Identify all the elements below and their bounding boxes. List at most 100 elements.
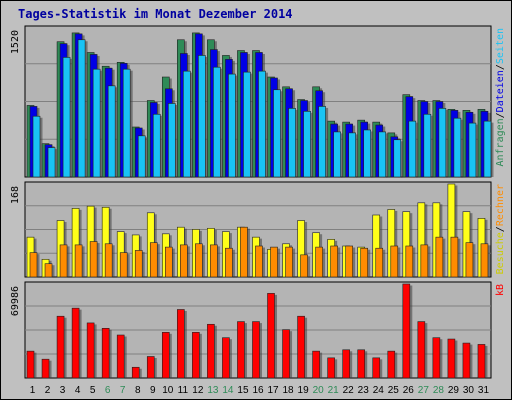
bar-seiten-day-10 bbox=[167, 103, 176, 178]
bar-kb-day-21 bbox=[327, 357, 335, 379]
x-tick-label-16: 16 bbox=[252, 385, 264, 396]
legend-top: Anfragen/Dateien/Seiten bbox=[495, 28, 506, 167]
bar-seiten-day-14 bbox=[228, 73, 236, 178]
bar-kb-day-4 bbox=[71, 307, 80, 379]
bar-rechner-day-17 bbox=[270, 246, 278, 278]
bar-kb-day-27 bbox=[417, 321, 426, 379]
bar-rechner-day-23 bbox=[360, 247, 369, 278]
bar-kb-day-24 bbox=[372, 357, 381, 379]
bar-kb-day-11 bbox=[177, 309, 185, 379]
x-tick-label-7: 7 bbox=[120, 385, 126, 396]
bar-kb-day-10 bbox=[161, 332, 170, 379]
bar-seiten-day-22 bbox=[348, 132, 356, 178]
x-tick-label-29: 29 bbox=[448, 385, 460, 396]
bar-seiten-day-30 bbox=[468, 122, 477, 178]
x-tick-label-4: 4 bbox=[75, 385, 81, 396]
y-axis-max-label-middle: 168 bbox=[10, 186, 21, 204]
bar-rechner-day-1 bbox=[29, 252, 38, 278]
bar-seiten-day-1 bbox=[32, 115, 41, 178]
bar-rechner-day-5 bbox=[89, 241, 98, 278]
bar-rechner-day-29 bbox=[450, 236, 459, 278]
bar-rechner-day-4 bbox=[74, 244, 83, 278]
bar-seiten-day-23 bbox=[363, 129, 372, 178]
bar-kb-day-19 bbox=[297, 315, 305, 379]
bar-rechner-day-21 bbox=[330, 245, 338, 278]
legend-entry: kB bbox=[495, 284, 506, 296]
bar-rechner-day-25 bbox=[390, 245, 399, 278]
bar-rechner-day-7 bbox=[119, 252, 128, 278]
bar-rechner-day-3 bbox=[59, 244, 68, 278]
bar-seiten-day-26 bbox=[408, 120, 417, 178]
bar-kb-day-1 bbox=[26, 350, 35, 379]
x-tick-label-5: 5 bbox=[90, 385, 96, 396]
bar-rechner-day-2 bbox=[44, 263, 53, 278]
x-tick-label-8: 8 bbox=[135, 385, 141, 396]
legend-entry: / bbox=[495, 112, 506, 118]
bar-rechner-day-16 bbox=[255, 245, 263, 278]
bar-rechner-day-15 bbox=[240, 226, 248, 278]
bar-kb-day-29 bbox=[447, 338, 456, 379]
x-tick-label-23: 23 bbox=[358, 385, 370, 396]
bar-seiten-day-29 bbox=[453, 117, 462, 178]
x-tick-label-27: 27 bbox=[418, 385, 430, 396]
bar-seiten-day-12 bbox=[198, 55, 206, 178]
bar-seiten-day-17 bbox=[273, 89, 281, 178]
legend-entry: Dateien bbox=[495, 70, 506, 112]
bar-seiten-day-4 bbox=[77, 39, 86, 178]
x-tick-label-24: 24 bbox=[373, 385, 385, 396]
x-tick-label-22: 22 bbox=[343, 385, 355, 396]
bar-rechner-day-30 bbox=[465, 242, 474, 278]
bar-rechner-day-18 bbox=[285, 246, 293, 278]
bar-rechner-day-10 bbox=[164, 246, 173, 278]
bar-rechner-day-9 bbox=[149, 242, 158, 278]
bar-kb-day-16 bbox=[252, 321, 260, 379]
bar-kb-day-30 bbox=[462, 342, 471, 379]
bar-seiten-day-28 bbox=[438, 108, 447, 178]
legend-middle: Besuche/Rechner bbox=[495, 184, 506, 274]
bar-rechner-day-22 bbox=[345, 245, 353, 278]
bar-kb-day-18 bbox=[282, 329, 290, 379]
x-tick-label-3: 3 bbox=[60, 385, 66, 396]
bar-rechner-day-27 bbox=[420, 244, 429, 278]
legend-entry: Besuche bbox=[495, 232, 506, 274]
x-tick-label-14: 14 bbox=[222, 385, 234, 396]
bar-kb-day-25 bbox=[387, 350, 396, 379]
bar-kb-day-6 bbox=[101, 328, 110, 379]
bar-rechner-day-19 bbox=[300, 254, 308, 278]
legend-entry: / bbox=[495, 226, 506, 232]
y-axis-max-label-top: 1520 bbox=[10, 30, 21, 54]
legend-bottom: kB bbox=[495, 284, 506, 296]
bar-rechner-day-12 bbox=[195, 243, 203, 278]
bar-kb-day-22 bbox=[342, 349, 350, 379]
bar-seiten-day-21 bbox=[333, 131, 341, 178]
bar-rechner-day-14 bbox=[225, 247, 233, 278]
x-tick-label-1: 1 bbox=[30, 385, 36, 396]
bar-seiten-day-16 bbox=[258, 70, 266, 178]
x-tick-label-26: 26 bbox=[403, 385, 415, 396]
bar-kb-day-8 bbox=[131, 366, 140, 379]
bar-rechner-day-31 bbox=[480, 243, 489, 278]
bar-seiten-day-6 bbox=[107, 85, 116, 178]
bar-kb-day-23 bbox=[357, 349, 366, 379]
legend-entry: Anfragen bbox=[495, 118, 506, 166]
x-tick-label-31: 31 bbox=[478, 385, 490, 396]
bar-rechner-day-11 bbox=[180, 244, 188, 278]
bar-kb-day-2 bbox=[41, 358, 50, 379]
bar-rechner-day-20 bbox=[315, 246, 323, 278]
bar-rechner-day-13 bbox=[210, 244, 218, 278]
x-tick-label-10: 10 bbox=[162, 385, 174, 396]
bar-kb-day-26 bbox=[402, 283, 411, 379]
bar-seiten-day-9 bbox=[152, 113, 161, 178]
bar-kb-day-12 bbox=[192, 332, 200, 379]
bar-kb-day-9 bbox=[146, 356, 155, 379]
y-axis-max-label-bottom: 69986 bbox=[10, 286, 21, 316]
bar-kb-day-3 bbox=[56, 315, 65, 379]
bar-seiten-day-11 bbox=[183, 70, 191, 178]
bar-rechner-day-24 bbox=[375, 247, 384, 278]
bar-seiten-day-15 bbox=[243, 71, 251, 178]
x-tick-label-19: 19 bbox=[298, 385, 310, 396]
bar-rechner-day-26 bbox=[405, 245, 414, 278]
bar-kb-day-17 bbox=[267, 293, 275, 379]
x-tick-label-28: 28 bbox=[433, 385, 445, 396]
